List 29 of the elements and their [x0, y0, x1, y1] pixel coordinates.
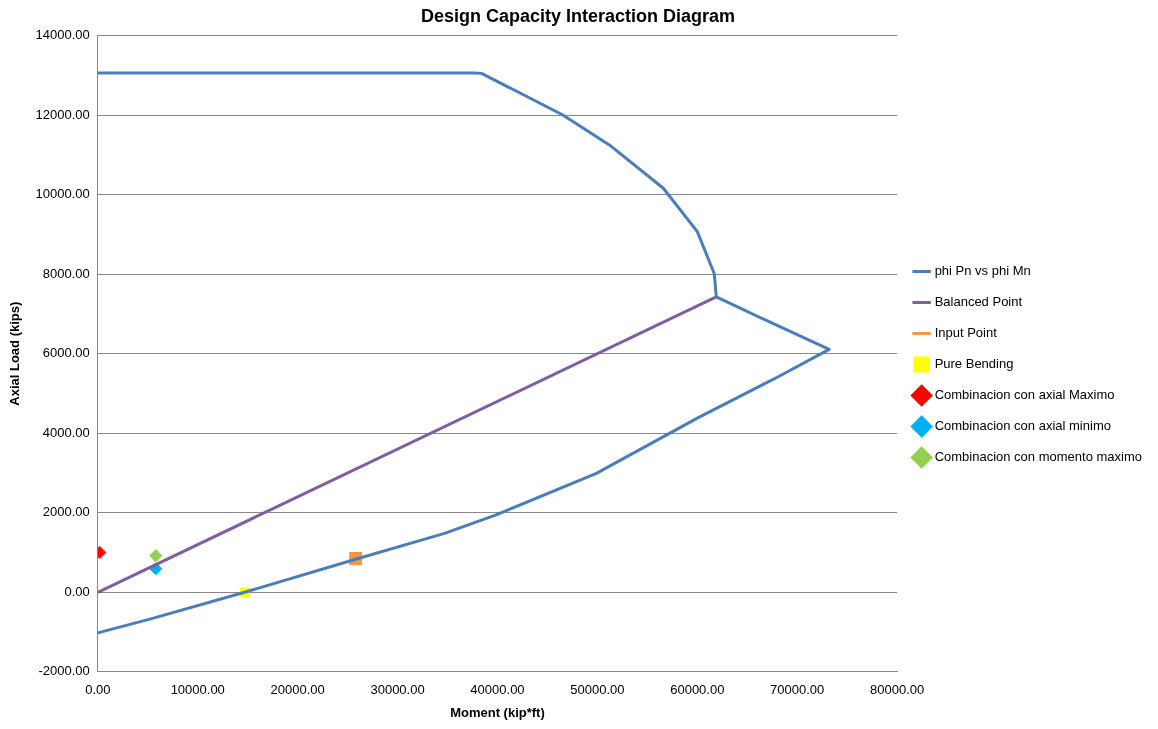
- y-tick-label: 2000.00: [42, 504, 90, 520]
- y-axis-title: Axial Load (kips): [7, 301, 23, 406]
- legend-label: Pure Bending: [934, 356, 1014, 372]
- legend-label: Combinacion con axial Maximo: [934, 387, 1115, 403]
- legend-label: Input Point: [934, 325, 998, 341]
- y-tick-label: 14000.00: [35, 27, 90, 43]
- y-tick-label: 8000.00: [42, 265, 90, 281]
- x-tick-label: 80000.00: [870, 682, 925, 698]
- x-tick-label: 70000.00: [770, 682, 825, 698]
- legend-label: Balanced Point: [934, 294, 1023, 310]
- legend-label: Combinacion con momento maximo: [934, 449, 1143, 465]
- legend-label: phi Pn vs phi Mn: [934, 263, 1031, 279]
- y-tick-label: -2000.00: [38, 663, 90, 679]
- y-tick-label: 6000.00: [42, 345, 90, 361]
- y-tick-label: 4000.00: [42, 424, 90, 440]
- x-tick-label: 30000.00: [370, 682, 425, 698]
- x-tick-label: 60000.00: [670, 682, 725, 698]
- y-tick-label: 12000.00: [35, 106, 90, 122]
- point: [149, 549, 163, 563]
- legend-label: Combinacion con axial minimo: [934, 418, 1111, 434]
- y-tick-label: 0.00: [64, 583, 90, 599]
- x-tick-label: 10000.00: [170, 682, 225, 698]
- x-tick-label: 20000.00: [270, 682, 325, 698]
- x-tick-label: 0.00: [85, 682, 111, 698]
- x-tick-label: 50000.00: [570, 682, 625, 698]
- x-axis-title: Moment (kip*ft): [450, 704, 545, 720]
- y-tick-label: 10000.00: [35, 186, 90, 202]
- x-tick-label: 40000.00: [470, 682, 525, 698]
- chart-title: Design Capacity Interaction Diagram: [420, 5, 736, 26]
